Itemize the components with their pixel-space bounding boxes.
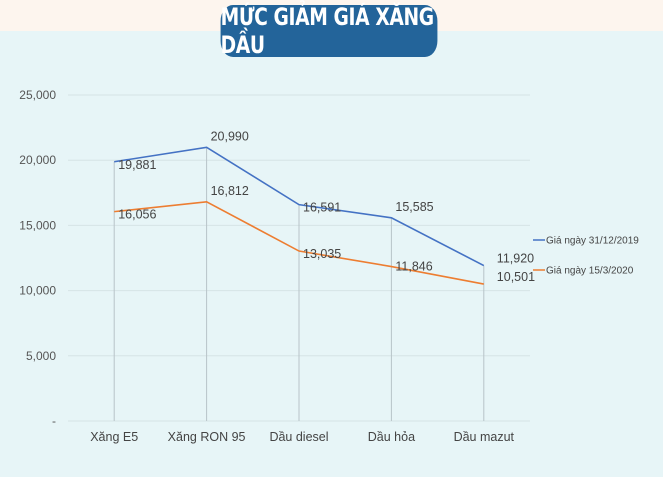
data-label: 15,585 [395, 200, 433, 214]
data-label: 16,056 [118, 208, 156, 222]
legend-label: Giá ngày 31/12/2019 [546, 236, 639, 247]
data-label: 19,881 [118, 158, 156, 172]
data-label: 16,591 [303, 201, 341, 215]
series-line [114, 200, 484, 285]
x-category-label: Dầu diesel [269, 430, 328, 444]
data-label: 20,990 [211, 129, 249, 143]
x-axis-categories: Xăng E5 Xăng RON 95 Dầu diesel Dầu hỏa Dầu m… [90, 430, 514, 444]
y-tick-label: 25,000 [19, 88, 56, 102]
data-label: 16,812 [211, 184, 249, 198]
legend: Giá ngày 31/12/2019 Giá ngày 15/3/2020 [533, 236, 639, 277]
data-label: 11,846 [395, 260, 432, 274]
data-label: 11,920 [497, 252, 534, 266]
y-axis-ticks: - 5,000 10,000 15,000 20,000 25,000 [19, 88, 56, 428]
series-line [114, 146, 485, 267]
x-category-label: Xăng E5 [90, 430, 138, 444]
chart-title-banner: MỨC GIẢM GIÁ XĂNG DẦU [220, 3, 438, 59]
x-category-label: Dầu hỏa [368, 430, 415, 444]
y-tick-label: 10,000 [19, 284, 56, 298]
y-tick-label: 5,000 [26, 349, 56, 363]
y-tick-label: - [52, 414, 56, 428]
data-label: 13,035 [303, 247, 341, 261]
series-lines [114, 146, 485, 285]
data-label: 10,501 [497, 270, 535, 284]
x-category-label: Dầu mazut [454, 430, 515, 444]
data-labels: 19,881 20,990 16,591 15,585 11,920 16,056 16,8… [118, 129, 535, 284]
legend-label: Giá ngày 15/3/2020 [546, 266, 634, 277]
y-tick-label: 20,000 [19, 153, 56, 167]
y-tick-label: 15,000 [19, 218, 56, 232]
x-category-label: Xăng RON 95 [168, 430, 246, 444]
chart-title: MỨC GIẢM GIÁ XĂNG DẦU [220, 3, 435, 59]
drop-lines [113, 147, 485, 421]
